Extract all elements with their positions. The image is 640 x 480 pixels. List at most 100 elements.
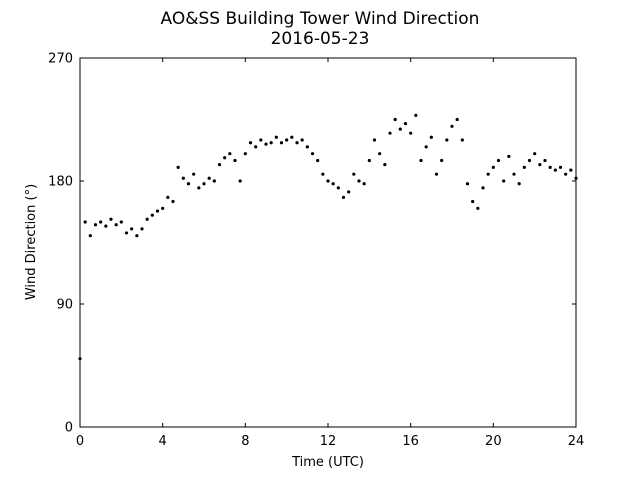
data-point [119, 220, 123, 224]
data-point [357, 179, 361, 183]
chart-title: AO&SS Building Tower Wind Direction [161, 9, 480, 29]
data-point [362, 182, 366, 186]
data-point [104, 224, 108, 228]
data-point [471, 199, 475, 204]
data-point [434, 172, 439, 176]
data-point [305, 145, 309, 149]
data-point [197, 186, 201, 190]
y-tick-label: 90 [56, 298, 73, 313]
data-point [274, 135, 278, 139]
data-point [336, 186, 340, 190]
data-point [512, 172, 516, 176]
data-point [130, 227, 134, 231]
x-tick-label: 16 [402, 434, 419, 449]
data-point [285, 138, 289, 142]
data-point [171, 199, 175, 204]
data-point [150, 213, 154, 217]
data-point [78, 357, 82, 361]
data-point [238, 179, 242, 183]
data-point [290, 135, 294, 139]
data-point [455, 117, 459, 122]
data-point [553, 168, 557, 172]
data-point [533, 152, 537, 156]
data-point [486, 172, 490, 176]
data-point [212, 179, 216, 183]
data-point [264, 142, 268, 146]
data-point [140, 227, 144, 231]
data-point [538, 163, 542, 167]
chart-subtitle: 2016-05-23 [271, 29, 370, 49]
data-point [419, 158, 423, 163]
data-point [124, 231, 129, 235]
data-point [496, 158, 501, 163]
data-point [207, 176, 211, 180]
data-point [507, 154, 511, 158]
data-point [331, 182, 335, 186]
x-tick-label: 20 [485, 434, 502, 449]
data-point [295, 141, 299, 145]
data-point [202, 182, 206, 186]
data-point [569, 168, 573, 172]
data-point [248, 141, 253, 145]
data-point [517, 182, 521, 186]
x-axis-label: Time (UTC) [291, 455, 364, 470]
data-point [491, 165, 495, 169]
data-point [83, 220, 87, 224]
data-point [223, 156, 227, 160]
data-point [558, 165, 563, 169]
data-point [476, 206, 480, 210]
data-point [398, 127, 402, 131]
data-point [429, 135, 433, 139]
data-point [310, 152, 315, 156]
data-point [445, 138, 449, 142]
data-point [383, 163, 387, 167]
data-point [161, 206, 165, 210]
y-axis-label: Wind Direction (°) [24, 184, 39, 300]
data-point [450, 124, 454, 128]
x-tick-label: 24 [568, 434, 585, 449]
data-point [481, 186, 485, 190]
data-point [393, 117, 397, 122]
x-tick-label: 8 [241, 434, 249, 449]
data-point [176, 165, 180, 169]
data-point [321, 172, 325, 176]
data-point [424, 145, 428, 149]
x-tick-label: 0 [76, 434, 84, 449]
data-point [233, 158, 237, 163]
data-point [181, 176, 185, 180]
data-point [502, 179, 506, 183]
data-point [88, 234, 92, 238]
data-point [269, 141, 273, 145]
data-point [378, 152, 382, 156]
data-point [414, 113, 418, 117]
data-point [228, 152, 232, 156]
x-tick-label: 4 [159, 434, 167, 449]
data-point [300, 138, 304, 142]
data-point [166, 195, 170, 199]
data-point [388, 131, 392, 135]
data-point [465, 182, 470, 186]
data-point [279, 141, 284, 145]
x-tick-label: 12 [320, 434, 337, 449]
data-point [527, 158, 532, 163]
data-point [243, 152, 247, 156]
data-point [114, 223, 118, 227]
data-point [367, 158, 371, 163]
data-point [522, 165, 526, 169]
data-point [543, 158, 547, 163]
data-point [341, 195, 346, 199]
data-point [155, 209, 160, 213]
y-tick-label: 0 [65, 421, 73, 436]
data-point [372, 138, 377, 142]
data-point [93, 223, 98, 227]
data-point [135, 234, 139, 238]
data-point [352, 172, 356, 176]
data-point [548, 165, 552, 169]
data-point [409, 131, 413, 135]
data-point [440, 158, 444, 163]
data-point [217, 163, 222, 167]
y-tick-label: 180 [48, 175, 73, 190]
data-point [192, 172, 196, 176]
data-point [254, 145, 258, 149]
